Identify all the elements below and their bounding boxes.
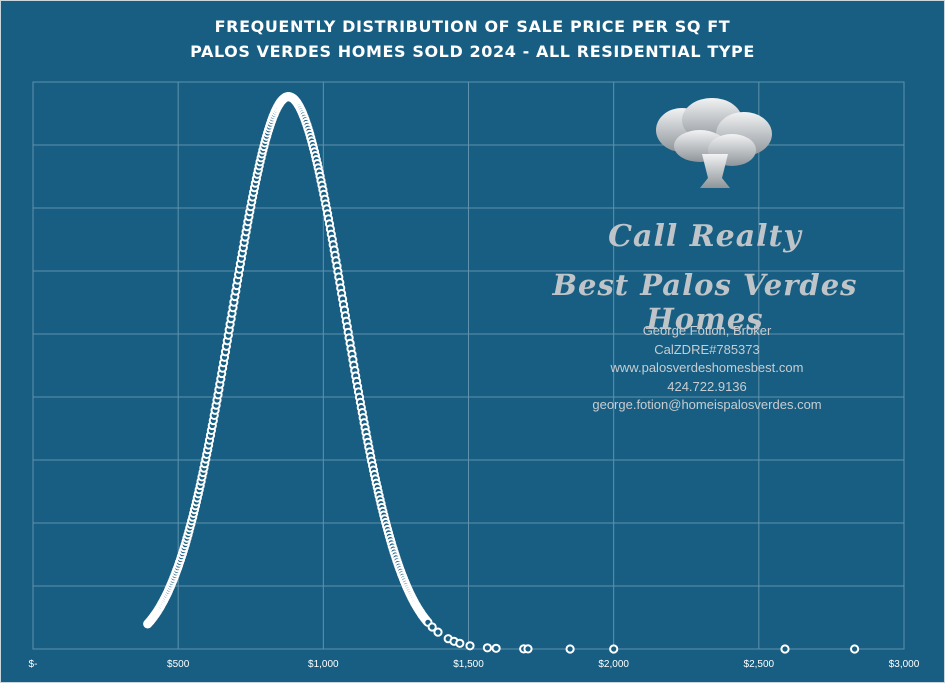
chart-subtitle: PALOS VERDES HOMES SOLD 2024 - ALL RESID… [190, 42, 755, 61]
data-point [482, 643, 492, 653]
contact-website[interactable]: www.palosverdeshomesbest.com [610, 360, 804, 375]
contact-email[interactable]: george.fotion@homeispalosverdes.com [592, 397, 822, 412]
data-point [609, 644, 619, 654]
tree-icon [656, 98, 772, 188]
data-point [427, 622, 437, 632]
x-axis-ticks: $- $500 $1,000 $1,500 $2,000 $2,500 $3,000 [29, 659, 920, 670]
data-point [850, 644, 860, 654]
company-name: Call Realty [608, 219, 802, 254]
data-point [455, 638, 465, 648]
data-point [433, 627, 443, 637]
data-points [143, 92, 860, 654]
company-tagline: Best Palos Verdes Homes [552, 268, 858, 336]
x-tick-label: $- [29, 659, 38, 670]
data-point [465, 641, 475, 651]
x-tick-label: $500 [167, 659, 190, 670]
contact-license: CalZDRE#785373 [654, 342, 760, 357]
x-tick-label: $3,000 [889, 659, 920, 670]
contact-broker: George Fotion, Broker [642, 323, 772, 338]
data-point [780, 644, 790, 654]
x-tick-label: $1,500 [453, 659, 484, 670]
x-tick-label: $2,000 [598, 659, 629, 670]
data-point [523, 644, 533, 654]
x-tick-label: $1,000 [308, 659, 339, 670]
contact-phone: 424.722.9136 [667, 379, 747, 394]
data-point [565, 644, 575, 654]
x-tick-label: $2,500 [744, 659, 775, 670]
data-point [491, 643, 501, 653]
chart-title: FREQUENTLY DISTRIBUTION OF SALE PRICE PE… [214, 17, 731, 36]
